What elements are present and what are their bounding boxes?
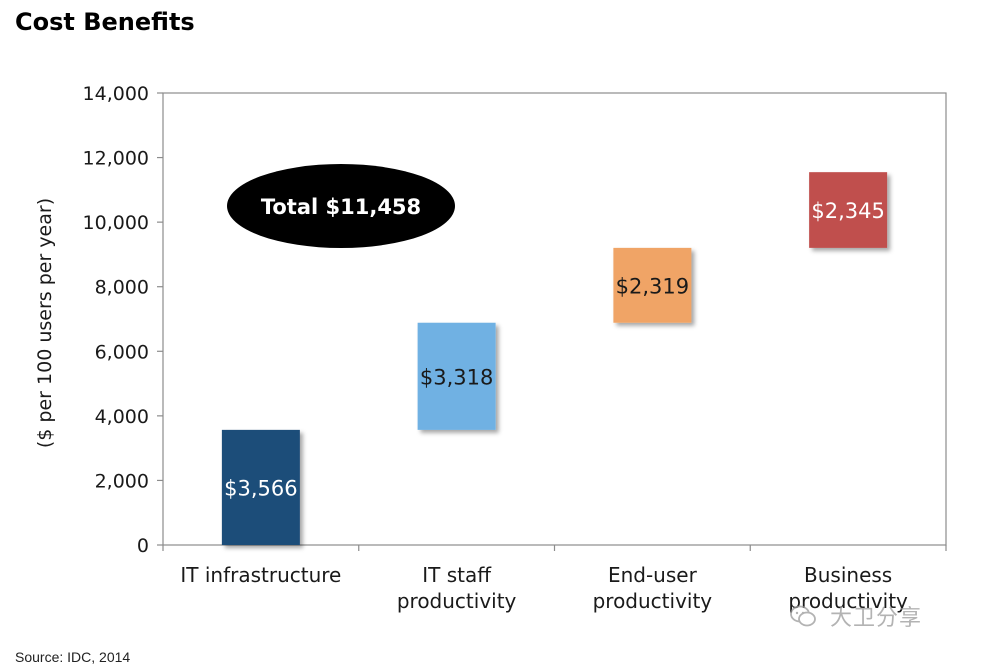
y-tick-label: 2,000 <box>95 470 149 492</box>
x-tick-label: IT infrastructure <box>180 563 341 587</box>
x-tick-label: IT staff <box>422 563 492 587</box>
x-tick-label: productivity <box>397 589 517 613</box>
y-tick-label: 8,000 <box>95 277 149 299</box>
y-tick-label: 10,000 <box>83 212 149 234</box>
wechat-icon <box>790 605 816 633</box>
watermark-text: 大卫分享 <box>830 606 923 631</box>
bar-value-label: $2,345 <box>811 199 884 223</box>
x-tick-label: productivity <box>788 589 908 613</box>
bar <box>613 247 692 323</box>
bar-value-label: $2,319 <box>616 274 689 298</box>
bar <box>809 172 888 248</box>
bar-value-label: $3,566 <box>224 476 297 500</box>
bar <box>221 429 300 545</box>
y-tick-label: 4,000 <box>95 406 149 428</box>
bar <box>417 322 496 430</box>
y-tick-label: 6,000 <box>95 341 149 363</box>
y-axis-title: ($ per 100 users per year) <box>34 198 56 448</box>
page-title: Cost Benefits <box>15 8 195 36</box>
total-callout <box>227 164 455 248</box>
y-tick-label: 14,000 <box>83 83 149 105</box>
bar-value-label: $3,318 <box>420 365 493 389</box>
y-tick-label: 0 <box>137 535 149 557</box>
x-tick-label: End-user <box>608 563 698 587</box>
x-tick-label: Business <box>804 563 892 587</box>
watermark: 大卫分享 <box>790 600 922 633</box>
x-tick-label: productivity <box>593 589 713 613</box>
total-callout-label: Total $11,458 <box>261 195 421 219</box>
y-tick-label: 12,000 <box>83 148 149 170</box>
source-note: Source: IDC, 2014 <box>15 649 131 665</box>
